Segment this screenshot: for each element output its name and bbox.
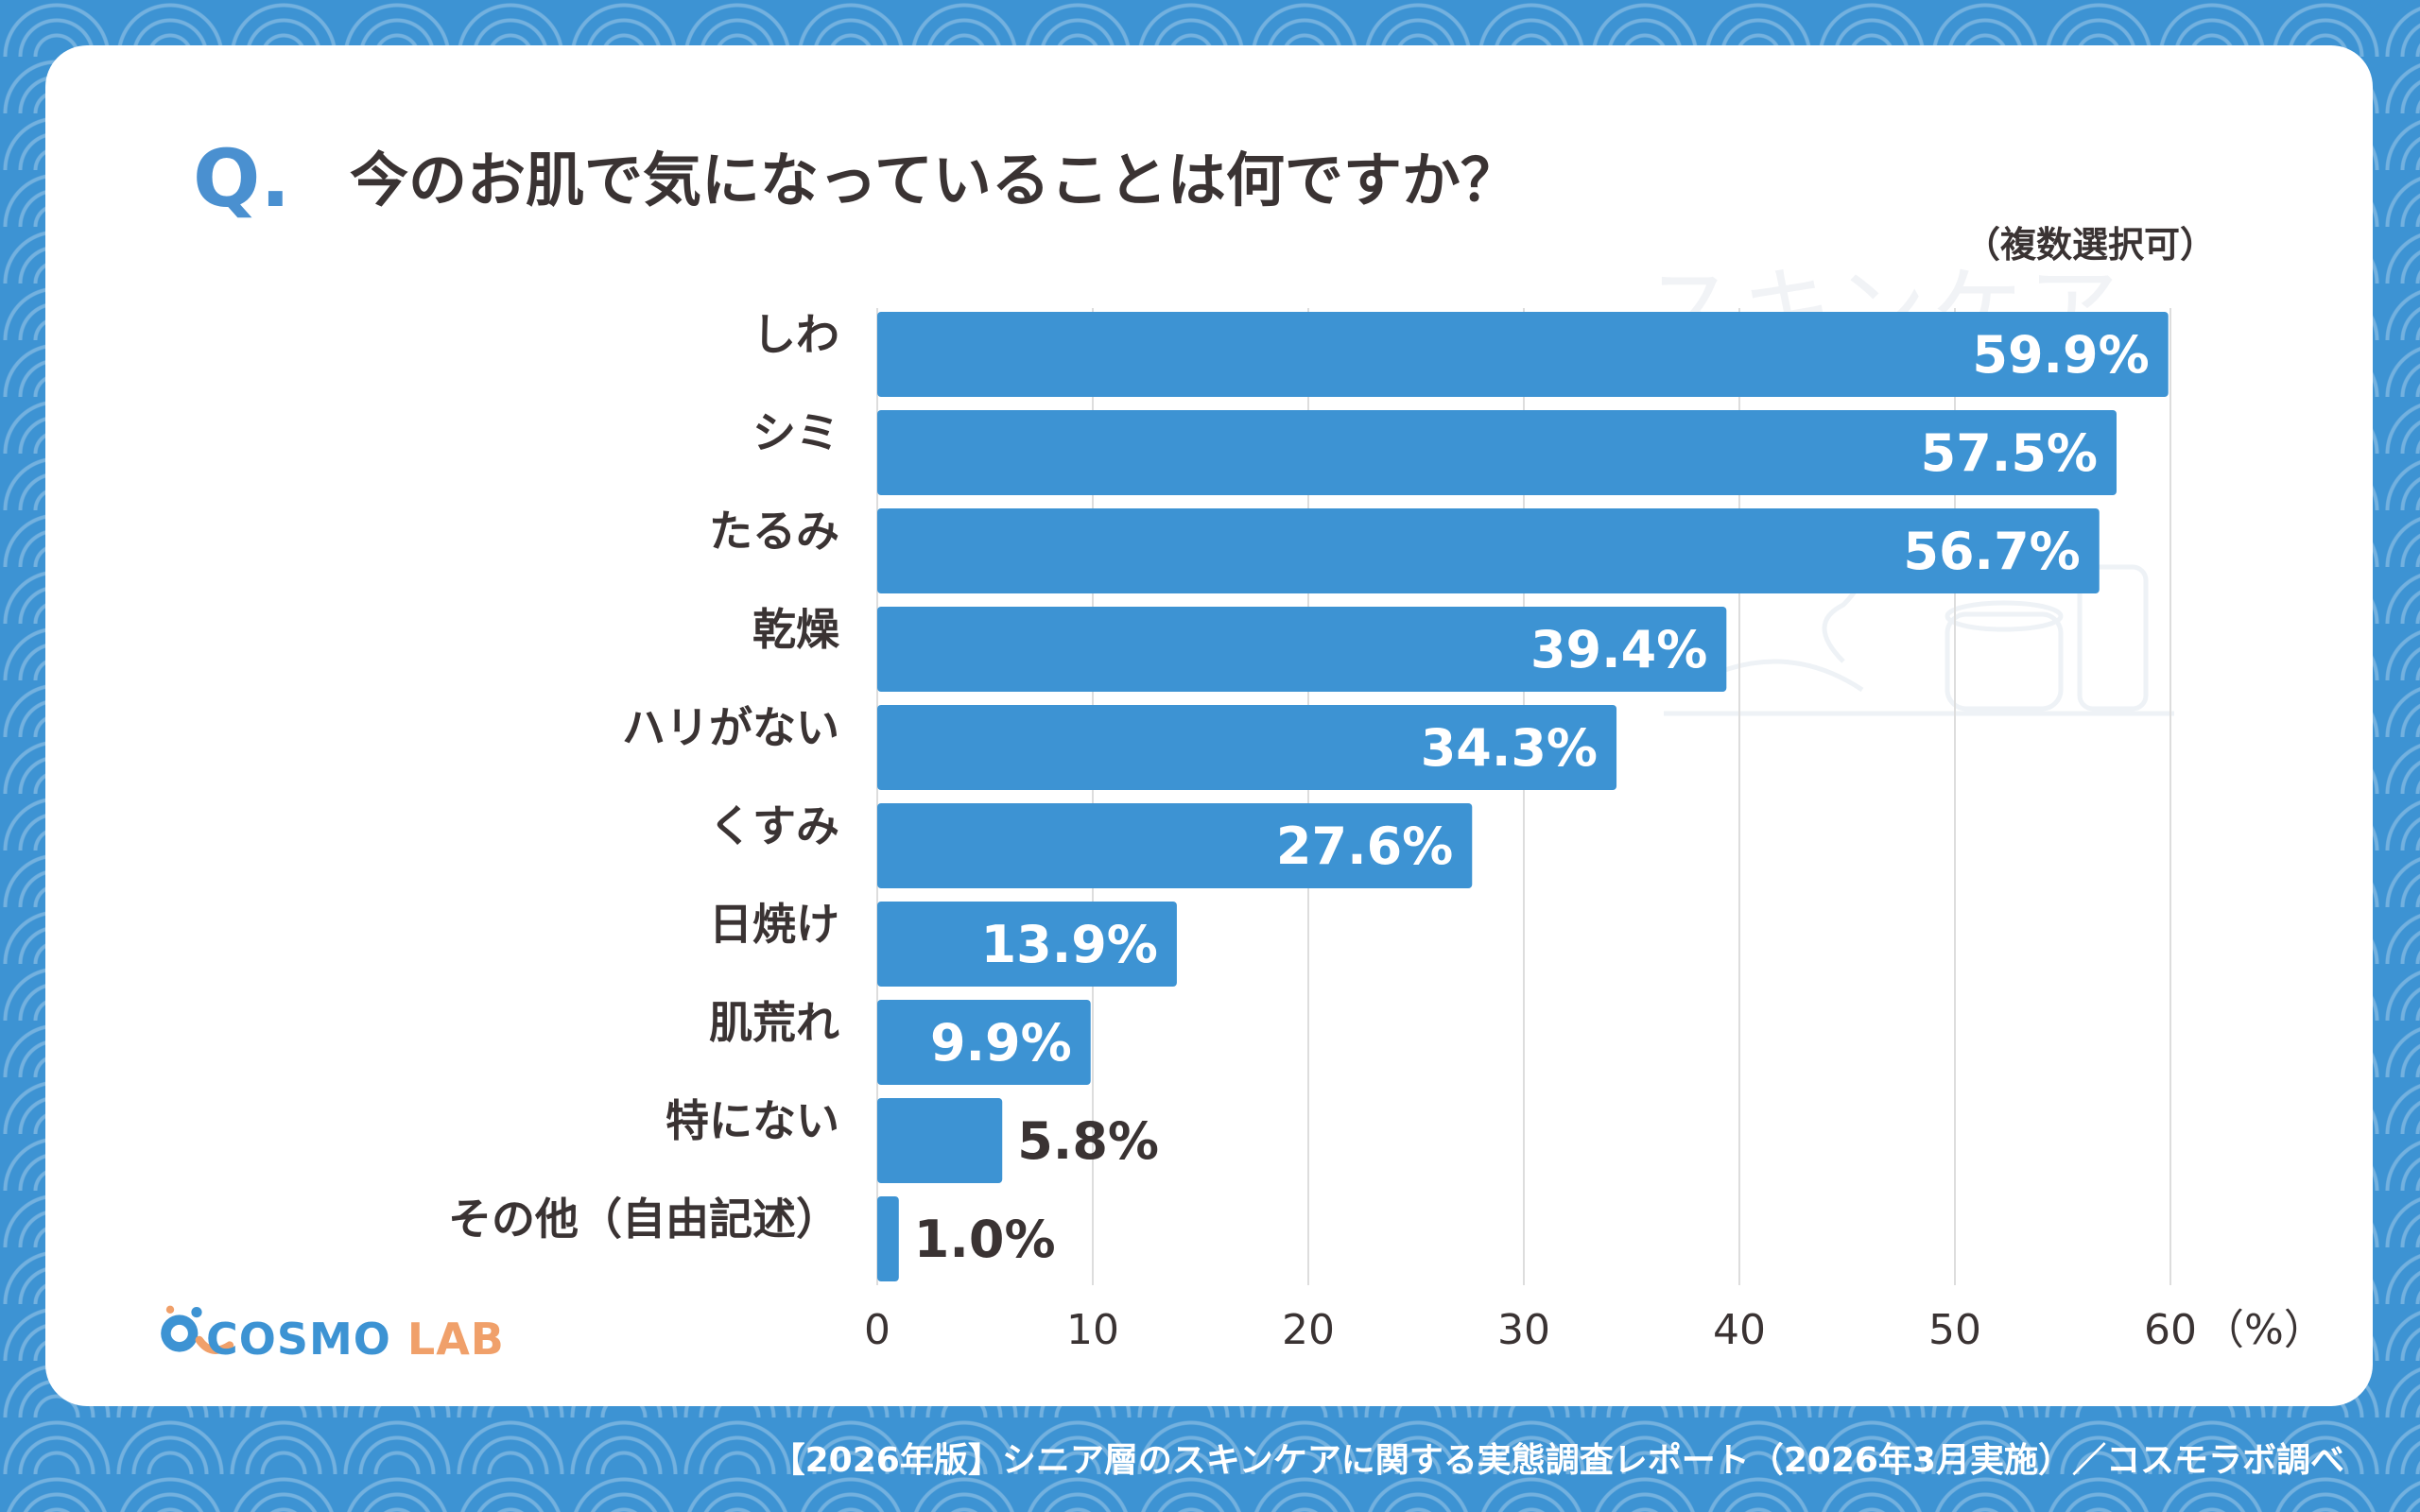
category-label: 乾燥 xyxy=(752,604,840,655)
bar xyxy=(877,902,1177,987)
question-note: （複数選択可） xyxy=(1963,224,2216,266)
logo-text: COSMO LAB xyxy=(206,1314,505,1365)
value-label: 57.5% xyxy=(1921,423,2098,483)
bar xyxy=(877,1098,1003,1183)
footer-source: 【2026年版】シニア層のスキンケアに関する実態調査レポート（2026年3月実施… xyxy=(770,1441,2344,1480)
bar xyxy=(877,508,2100,593)
category-label: たるみ xyxy=(709,506,839,557)
value-label: 9.9% xyxy=(930,1013,1072,1073)
question-mark-label: Q. xyxy=(193,132,291,225)
bar xyxy=(877,705,1617,790)
x-tick-label: 30 xyxy=(1497,1306,1550,1354)
category-label: くすみ xyxy=(709,800,839,851)
x-tick-label: 60 xyxy=(2144,1306,2197,1354)
category-label: 特にない xyxy=(666,1095,839,1146)
cosmo-lab-logo-icon xyxy=(161,1305,234,1354)
bar xyxy=(877,607,1727,692)
bar xyxy=(877,312,2169,397)
category-label: シミ xyxy=(752,407,839,458)
category-label: 日焼け xyxy=(709,899,839,950)
value-label: 39.4% xyxy=(1530,620,1707,679)
value-label: 59.9% xyxy=(1972,325,2149,385)
x-tick-label: 10 xyxy=(1066,1306,1119,1354)
x-tick-label: 20 xyxy=(1282,1306,1335,1354)
category-label: 肌荒れ xyxy=(709,997,839,1048)
value-label: 27.6% xyxy=(1276,816,1453,876)
value-label: 56.7% xyxy=(1903,522,2080,581)
x-axis-unit: （%） xyxy=(2203,1306,2325,1354)
value-label: 5.8% xyxy=(1017,1111,1159,1171)
x-tick-label: 50 xyxy=(1928,1306,1981,1354)
bar xyxy=(877,1196,899,1281)
bar xyxy=(877,1000,1091,1085)
bar xyxy=(877,803,1473,888)
value-label: 1.0% xyxy=(914,1210,1056,1269)
logo-name: COSMO xyxy=(206,1314,391,1365)
value-label: 13.9% xyxy=(981,915,1158,974)
category-label: ハリがない xyxy=(622,702,839,753)
question-title: 今のお肌で気になっていることは何ですか？ xyxy=(350,146,1519,215)
category-label: その他（自由記述） xyxy=(448,1194,839,1245)
bar xyxy=(877,410,2117,495)
value-label: 34.3% xyxy=(1421,718,1598,778)
x-tick-label: 0 xyxy=(864,1306,890,1354)
x-tick-label: 40 xyxy=(1713,1306,1766,1354)
logo-suffix: LAB xyxy=(406,1314,505,1365)
category-label: しわ xyxy=(752,309,839,360)
